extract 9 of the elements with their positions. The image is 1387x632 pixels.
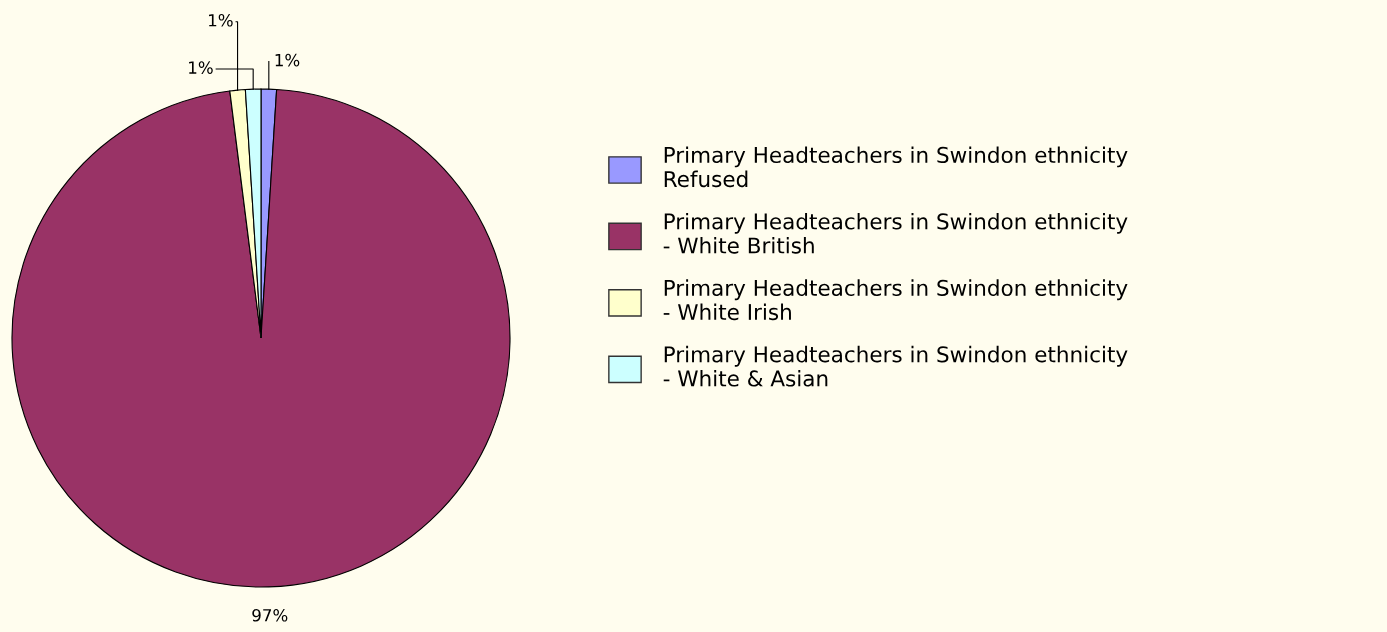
data-label: 97% — [252, 608, 288, 622]
data-label: 1% — [209, 13, 233, 27]
legend-label: Primary Headteachers in Swindon ethnicity Refused — [664, 146, 1128, 188]
data-label: 1% — [189, 61, 213, 74]
legend-label: Primary Headteachers in Swindon ethnicity - White & Asian — [663, 345, 1128, 387]
legend-label: Primary Headteachers in Swindon ethnicity - White British — [663, 212, 1128, 254]
legend-label: Primary Headteachers in Swindon ethnicity - White Irish — [663, 279, 1128, 321]
pie-slice — [11, 88, 511, 588]
data-label: 1% — [275, 53, 300, 67]
